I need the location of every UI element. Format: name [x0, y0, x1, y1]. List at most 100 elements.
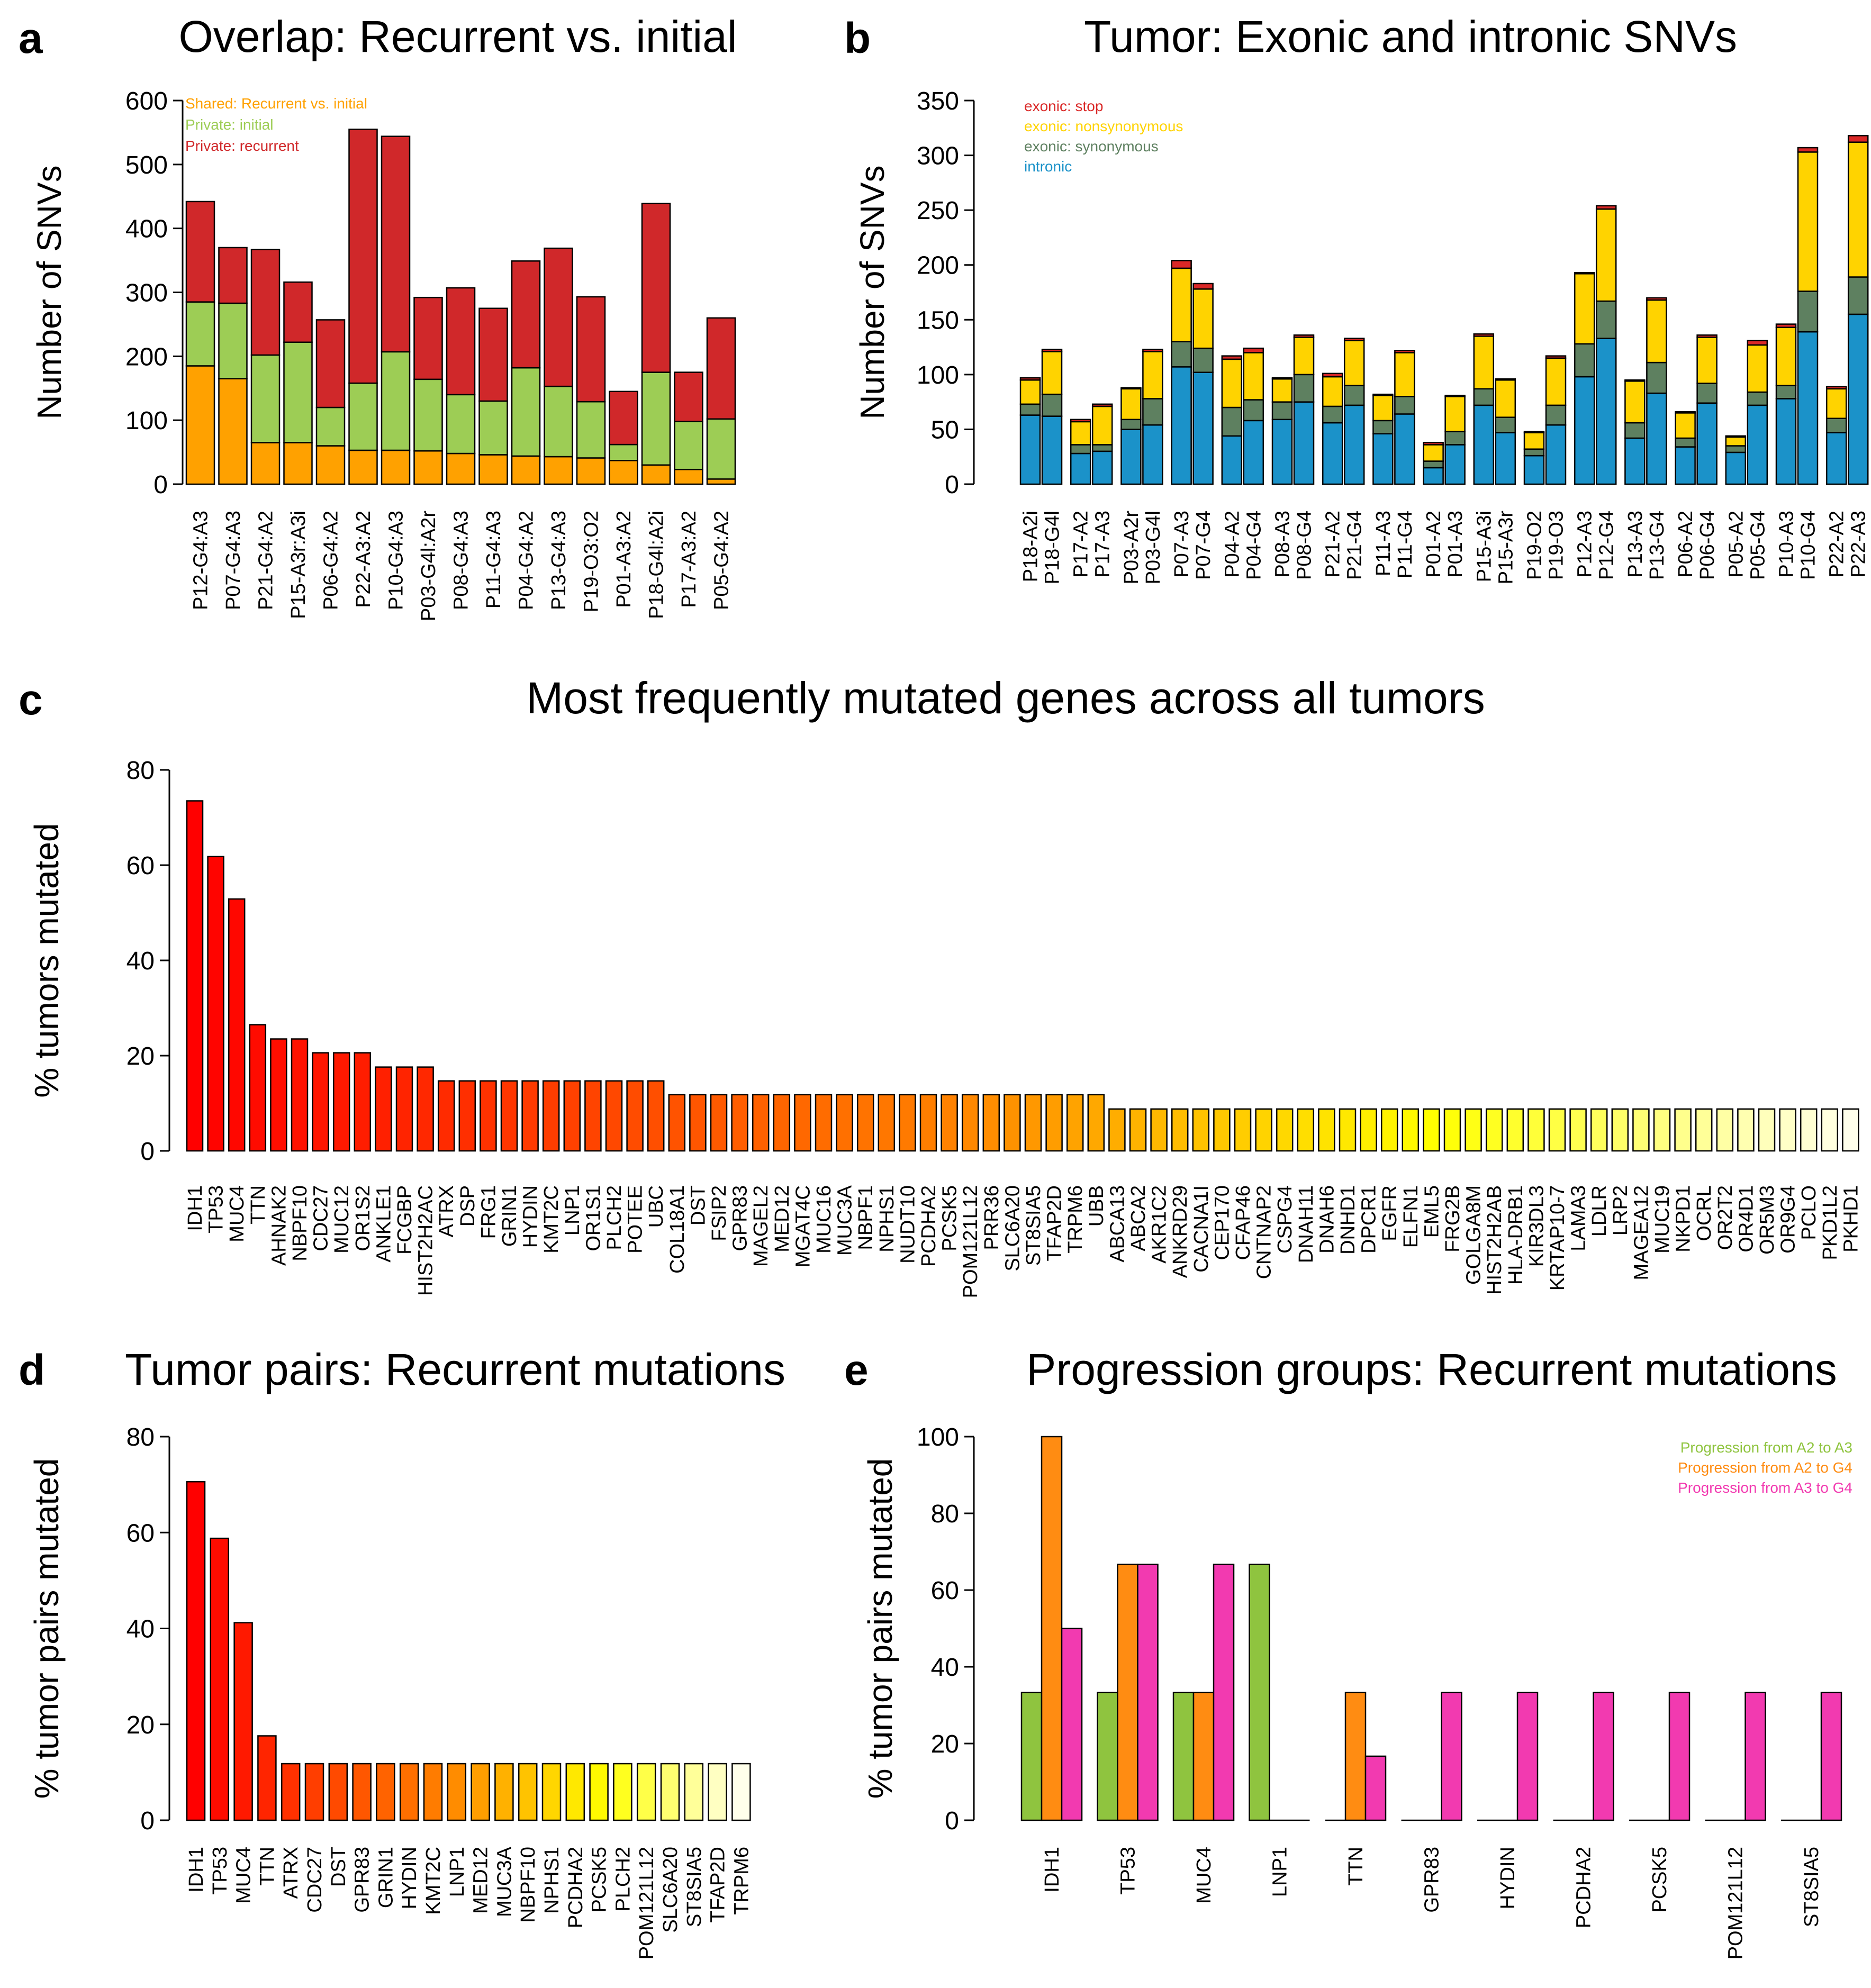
bar-a-0-s2 [185, 201, 215, 303]
bar-a-14-s1 [641, 371, 671, 466]
bar-c-12 [437, 1080, 455, 1152]
bar-b-28-s2 [1725, 436, 1747, 447]
bar-b-33-s0 [1847, 313, 1869, 485]
x-tick-label-d-22: TFAP2D [707, 1847, 729, 1923]
bar-b-26-s2 [1675, 412, 1696, 439]
x-tick-label-c-55: DNHD1 [1337, 1185, 1359, 1255]
x-tick-label-a-7: P03-G4l:A2r [418, 511, 440, 621]
x-tick-label-c-46: AKR1C2 [1149, 1185, 1171, 1264]
bar-c-16 [521, 1080, 539, 1152]
x-tick-label-b-9: P04-G4 [1243, 511, 1265, 580]
bar-c-25 [710, 1094, 728, 1152]
bar-e-4-s1 [1344, 1692, 1367, 1821]
bar-d-16 [565, 1763, 585, 1821]
y-tick-label-c-2: 40 [126, 947, 155, 975]
legend-entry-e-1: Progression from A2 to G4 [1678, 1459, 1852, 1476]
x-tick-label-d-0: IDH1 [185, 1847, 207, 1893]
x-tick-label-b-22: P12-A3 [1574, 511, 1596, 578]
bar-c-22 [647, 1080, 665, 1152]
bar-c-20 [605, 1080, 623, 1152]
bar-a-15-s1 [674, 421, 703, 470]
x-tick-label-c-21: POTEE [625, 1185, 647, 1254]
bar-b-6-s1 [1171, 341, 1192, 368]
bar-c-39 [1004, 1094, 1021, 1152]
bar-b-20-s2 [1523, 432, 1545, 450]
bar-e-9-s2 [1745, 1692, 1766, 1821]
bar-b-28-s0 [1725, 451, 1747, 485]
bar-d-4 [281, 1763, 301, 1821]
x-tick-label-c-38: PRR36 [981, 1185, 1003, 1250]
x-tick-label-a-11: P13-G4:A3 [548, 511, 570, 610]
bar-e-0-s1 [1041, 1436, 1063, 1821]
x-tick-label-a-4: P06-G4:A2 [320, 511, 342, 610]
bar-b-1-s3 [1041, 348, 1063, 352]
bar-d-20 [660, 1763, 680, 1821]
x-tick-label-c-25: FSIP2 [708, 1185, 730, 1241]
bar-b-14-s1 [1372, 420, 1394, 434]
bar-b-11-s2 [1293, 337, 1315, 376]
bar-d-15 [541, 1763, 562, 1821]
y-tick-label-b-4: 200 [917, 252, 959, 280]
x-tick-label-d-17: PCSK5 [589, 1847, 611, 1913]
x-tick-label-e-3: LNP1 [1269, 1847, 1291, 1897]
x-tick-label-b-2: P17-A2 [1070, 511, 1092, 578]
x-tick-label-b-24: P13-A3 [1624, 511, 1647, 578]
bar-b-25-s2 [1646, 299, 1667, 364]
bar-d-17 [589, 1763, 609, 1821]
legend-entry-b-1: exonic: synonymous [1024, 138, 1159, 155]
y-tick-label-c-4: 80 [126, 757, 155, 785]
x-tick-label-d-15: NPHS1 [541, 1847, 563, 1914]
bar-c-43 [1087, 1094, 1105, 1152]
bar-a-11-s2 [544, 247, 573, 387]
bar-b-23-s2 [1595, 208, 1617, 302]
bar-b-5-s0 [1142, 424, 1163, 485]
bar-b-25-s3 [1646, 297, 1667, 301]
legend-entry-b-0: intronic [1024, 158, 1072, 175]
x-tick-label-c-67: LDLR [1588, 1185, 1611, 1237]
bar-b-19-s3 [1495, 378, 1516, 381]
y-tick-label-e-1: 20 [931, 1730, 959, 1758]
bar-b-7-s1 [1192, 347, 1214, 373]
panel-letter-d: d [19, 1346, 45, 1394]
x-tick-label-b-8: P04-A2 [1221, 511, 1243, 578]
bar-b-14-s0 [1372, 433, 1394, 485]
x-tick-label-c-13: DSP [457, 1185, 479, 1227]
bar-b-26-s3 [1675, 411, 1696, 414]
x-tick-label-c-19: OR1S1 [582, 1185, 604, 1251]
x-tick-label-d-12: MED12 [470, 1847, 492, 1914]
x-tick-label-d-20: SLC6A20 [659, 1847, 682, 1933]
bar-c-4 [270, 1038, 287, 1152]
bar-b-27-s1 [1696, 383, 1718, 404]
chart-title-c: Most frequently mutated genes across all… [526, 673, 1485, 723]
bar-c-6 [312, 1052, 329, 1152]
x-tick-label-c-4: AHNAK2 [268, 1185, 290, 1266]
bar-b-29-s0 [1747, 404, 1768, 485]
x-tick-label-c-45: ABCA2 [1127, 1185, 1150, 1251]
bar-e-2-s2 [1213, 1564, 1235, 1821]
x-tick-label-c-29: MGAT4C [792, 1185, 814, 1268]
x-tick-label-a-3: P15-A3r:A3i [287, 511, 310, 619]
bar-d-5 [304, 1763, 324, 1821]
bar-b-6-s2 [1171, 267, 1192, 342]
bar-b-32-s2 [1825, 388, 1847, 419]
bar-b-16-s2 [1423, 444, 1444, 462]
y-tick-label-b-2: 100 [917, 361, 959, 389]
bar-c-9 [375, 1066, 392, 1152]
bar-e-1-s0 [1097, 1692, 1118, 1821]
x-tick-label-c-33: NPHS1 [876, 1185, 898, 1252]
bar-c-63 [1506, 1108, 1524, 1152]
bar-d-11 [447, 1763, 467, 1821]
x-tick-label-a-10: P04-G4:A2 [516, 511, 538, 610]
x-tick-label-b-3: P17-A3 [1092, 511, 1114, 578]
x-tick-label-c-57: EGFR [1379, 1185, 1401, 1241]
x-tick-label-c-27: MAGEL2 [750, 1185, 772, 1267]
x-tick-label-b-11: P08-G4 [1294, 511, 1316, 580]
bar-a-9-s0 [478, 454, 508, 485]
x-tick-label-b-29: P05-G4 [1747, 511, 1769, 580]
bar-b-7-s0 [1192, 371, 1214, 485]
y-axis-label-e: % tumor pairs mutated [861, 1458, 899, 1799]
x-tick-label-b-12: P21-A2 [1322, 511, 1344, 578]
x-tick-label-a-2: P21-G4:A2 [255, 511, 277, 610]
bar-c-47 [1171, 1108, 1189, 1152]
bar-b-22-s0 [1574, 376, 1595, 485]
